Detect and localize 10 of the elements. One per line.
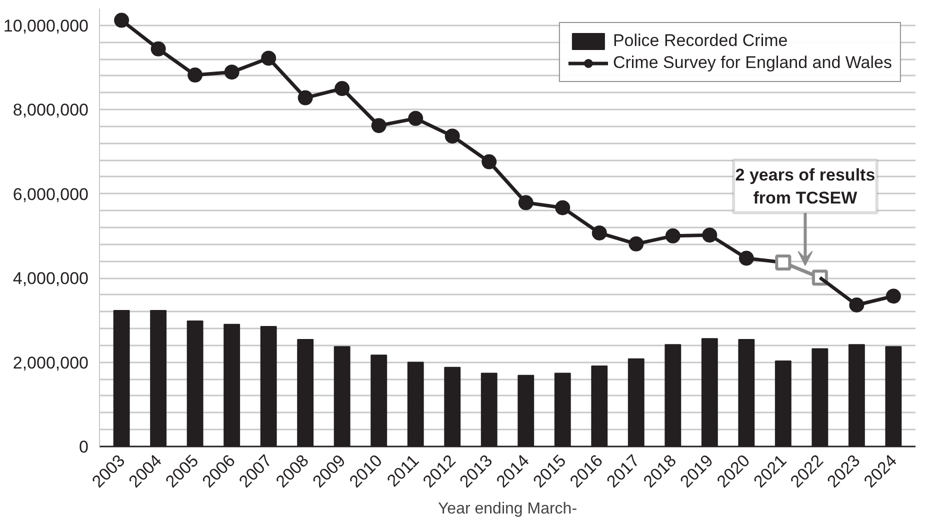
legend-label: Police Recorded Crime (612, 31, 788, 51)
y-tick-label: 8,000,000 (12, 100, 89, 120)
legend-label: Crime Survey for England and Wales (612, 53, 892, 73)
y-tick-label: 2,000,000 (12, 353, 89, 372)
y-tick-label: 0 (79, 438, 89, 456)
annotation: 2 years of results from TCSEW (735, 166, 876, 208)
x-axis-title: Year ending March- (438, 500, 578, 518)
y-tick-label: 10,000,000 (3, 16, 89, 36)
y-tick-label: 6,000,000 (12, 184, 89, 204)
y-tick-label: 4,000,000 (12, 269, 89, 288)
